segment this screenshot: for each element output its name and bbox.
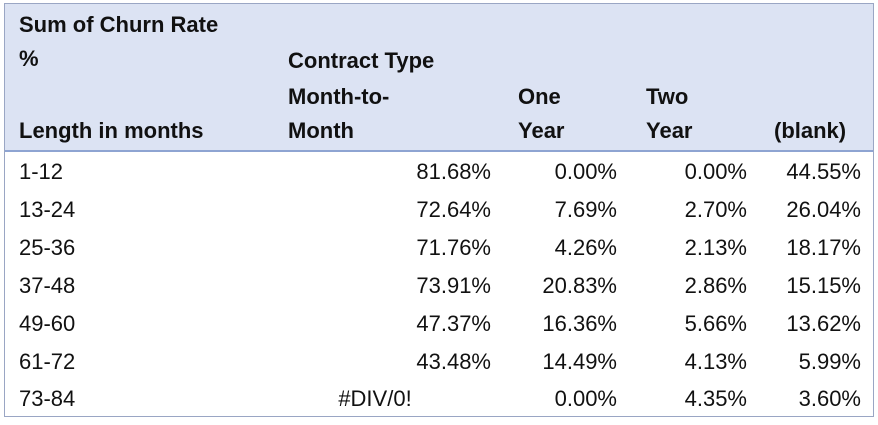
column-header-blank[interactable]: (blank) <box>774 118 847 143</box>
pivot-table: Sum of Churn Rate % Contract Type Length… <box>4 3 874 417</box>
value-cell[interactable]: 4.13% <box>684 349 747 374</box>
value-cell[interactable]: 20.83% <box>542 273 617 298</box>
value-cell[interactable]: 72.64% <box>416 197 491 222</box>
value-cell[interactable]: 2.86% <box>684 273 747 298</box>
value-cell[interactable]: 81.68% <box>416 159 491 184</box>
column-header-month-to-month[interactable]: Month-to- <box>288 84 390 109</box>
value-field-label-unit[interactable]: % <box>19 46 39 71</box>
value-cell[interactable]: 2.70% <box>684 197 747 222</box>
column-header-one-year-line2[interactable]: Year <box>518 118 565 143</box>
value-cell[interactable]: 47.37% <box>416 311 491 336</box>
column-field-dropdown[interactable]: Contract Type <box>288 48 435 73</box>
value-cell[interactable]: 18.17% <box>786 235 861 260</box>
value-cell[interactable]: 0.00% <box>554 159 617 184</box>
table-row: 49-60 47.37% 16.36% 5.66% 13.62% <box>5 305 873 343</box>
row-label[interactable]: 61-72 <box>19 349 76 374</box>
table-row: 25-36 71.76% 4.26% 2.13% 18.17% <box>5 229 873 267</box>
column-header-two-year-line2[interactable]: Year <box>646 118 693 143</box>
value-cell[interactable]: 43.48% <box>416 349 491 374</box>
table-row: 61-72 43.48% 14.49% 4.13% 5.99% <box>5 343 873 381</box>
value-cell[interactable]: 2.13% <box>684 235 747 260</box>
row-label[interactable]: 25-36 <box>19 235 76 260</box>
value-cell[interactable]: 13.62% <box>786 311 861 336</box>
error-value-cell[interactable]: #DIV/0! <box>338 386 412 411</box>
table-row: 1-12 81.68% 0.00% 0.00% 44.55% <box>5 153 873 191</box>
table-row: 13-24 72.64% 7.69% 2.70% 26.04% <box>5 191 873 229</box>
value-cell[interactable]: 44.55% <box>786 159 861 184</box>
value-cell[interactable]: 3.60% <box>798 386 861 411</box>
value-field-label[interactable]: Sum of Churn Rate <box>19 12 219 37</box>
value-cell[interactable]: 5.66% <box>684 311 747 336</box>
value-cell[interactable]: 7.69% <box>554 197 617 222</box>
column-header-month-to-month-line2[interactable]: Month <box>288 118 354 143</box>
value-cell[interactable]: 16.36% <box>542 311 617 336</box>
row-label[interactable]: 1-12 <box>19 159 64 184</box>
table-row: 73-84 #DIV/0! 0.00% 4.35% 3.60% <box>5 380 873 418</box>
value-cell[interactable]: 4.35% <box>684 386 747 411</box>
value-cell[interactable]: 0.00% <box>554 386 617 411</box>
value-cell[interactable]: 73.91% <box>416 273 491 298</box>
value-cell[interactable]: 0.00% <box>684 159 747 184</box>
value-cell[interactable]: 71.76% <box>416 235 491 260</box>
value-cell[interactable]: 14.49% <box>542 349 617 374</box>
value-cell[interactable]: 4.26% <box>554 235 617 260</box>
row-field-dropdown[interactable]: Length in months <box>19 118 204 143</box>
value-cell[interactable]: 5.99% <box>798 349 861 374</box>
row-label[interactable]: 37-48 <box>19 273 76 298</box>
value-cell[interactable]: 26.04% <box>786 197 861 222</box>
value-cell[interactable]: 15.15% <box>786 273 861 298</box>
row-label[interactable]: 13-24 <box>19 197 76 222</box>
column-header-one-year[interactable]: One <box>518 84 561 109</box>
column-header-two-year[interactable]: Two <box>646 84 689 109</box>
row-label[interactable]: 49-60 <box>19 311 76 336</box>
pivot-header: Sum of Churn Rate % Contract Type Length… <box>5 4 873 152</box>
table-row: 37-48 73.91% 20.83% 2.86% 15.15% <box>5 267 873 305</box>
row-label[interactable]: 73-84 <box>19 386 76 411</box>
